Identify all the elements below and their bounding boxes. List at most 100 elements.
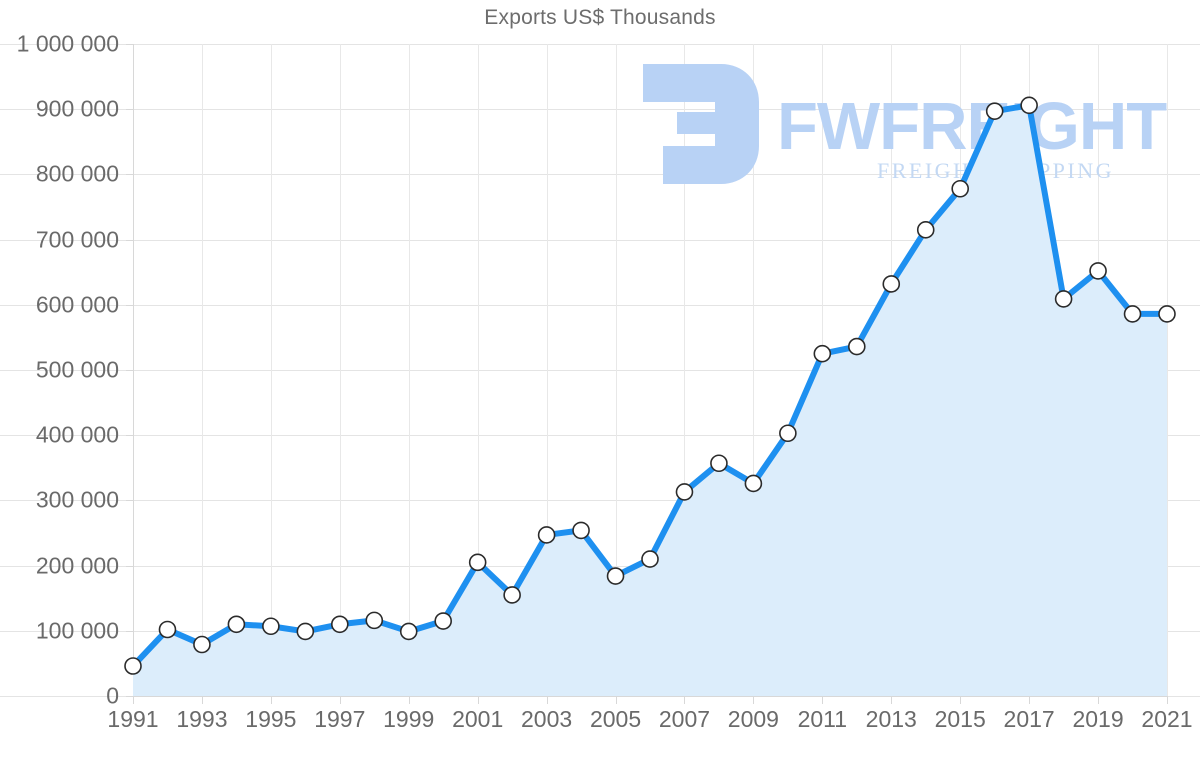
data-point-marker[interactable] <box>847 337 866 356</box>
gridline-horizontal <box>0 109 1200 111</box>
gridline-vertical <box>753 44 755 696</box>
data-point-marker[interactable] <box>503 586 521 604</box>
gridline-horizontal <box>0 500 1200 502</box>
y-axis-tick-label: 500 000 <box>35 356 119 383</box>
data-point-marker[interactable] <box>710 454 728 473</box>
x-axis-tick <box>684 697 686 704</box>
data-point-marker[interactable] <box>675 483 694 501</box>
gridline-vertical <box>201 44 203 696</box>
x-axis-line <box>133 696 1168 697</box>
data-point-marker[interactable] <box>1054 290 1073 308</box>
data-point-marker[interactable] <box>951 179 970 198</box>
gridline-vertical <box>615 44 617 696</box>
y-axis-tick <box>126 630 133 632</box>
data-point-marker[interactable] <box>1089 262 1107 280</box>
x-axis-tick-label: 1991 <box>107 706 159 732</box>
gridline-vertical <box>339 44 341 696</box>
gridline-vertical <box>546 44 548 696</box>
data-point-marker[interactable] <box>124 657 142 675</box>
x-axis-tick <box>753 697 755 704</box>
y-axis-tick <box>126 44 133 45</box>
gridline-horizontal <box>0 44 1200 45</box>
x-axis-tick-label: 1999 <box>383 706 435 732</box>
x-axis-tick <box>960 697 962 704</box>
gridline-vertical <box>270 44 272 696</box>
data-point-marker[interactable] <box>1020 96 1038 115</box>
y-axis-tick <box>126 109 133 111</box>
data-point-marker[interactable] <box>744 474 763 493</box>
x-axis-tick-label: 2007 <box>658 706 711 732</box>
y-axis-tick <box>126 500 133 502</box>
y-axis-tick-label: 800 000 <box>35 160 119 187</box>
data-point-markers <box>124 96 1176 675</box>
y-axis-tick-label: 200 000 <box>35 552 119 579</box>
area-fill <box>133 105 1167 697</box>
data-point-marker[interactable] <box>985 102 1004 120</box>
x-axis-tick <box>822 697 824 704</box>
x-axis-tick-label: 2003 <box>521 706 573 732</box>
x-axis-tick <box>133 697 134 704</box>
gridline-vertical <box>1167 44 1168 696</box>
y-axis-tick-label: 0 <box>106 682 119 709</box>
x-axis-tick <box>1098 697 1100 704</box>
x-axis-tick-label: 2009 <box>727 706 779 732</box>
exports-series <box>124 96 1176 697</box>
gridline-vertical <box>684 44 686 696</box>
x-axis-tick-label: 2017 <box>1003 706 1055 732</box>
data-point-marker[interactable] <box>158 620 177 639</box>
data-point-marker[interactable] <box>882 275 901 293</box>
gridline-horizontal <box>0 174 1200 176</box>
x-axis-tick <box>546 697 548 704</box>
x-axis-tick-label: 2001 <box>452 706 504 732</box>
x-axis-tick <box>1029 697 1031 704</box>
y-axis-tick-label: 400 000 <box>35 421 119 448</box>
x-axis-tick <box>615 697 617 704</box>
data-point-marker[interactable] <box>572 521 590 540</box>
x-axis-tick <box>408 697 410 704</box>
y-axis-tick <box>126 370 133 371</box>
x-axis-tick-label: 2021 <box>1141 706 1193 732</box>
x-axis-tick-label: 2013 <box>865 706 917 732</box>
y-axis-tick-label: 100 000 <box>35 617 119 644</box>
x-axis-tick <box>201 697 203 704</box>
data-point-marker[interactable] <box>434 612 453 630</box>
x-axis-tick <box>891 697 893 704</box>
y-axis-tick-label: 900 000 <box>35 95 119 122</box>
gridline-horizontal <box>0 239 1200 241</box>
y-axis-tick-label: 700 000 <box>35 226 119 253</box>
x-axis-tick-label: 2005 <box>589 706 642 732</box>
data-point-marker[interactable] <box>537 526 556 544</box>
y-axis-line <box>133 44 134 697</box>
y-axis-tick <box>126 174 133 176</box>
x-axis-tick <box>270 697 272 704</box>
gridline-horizontal <box>0 435 1200 437</box>
data-point-marker[interactable] <box>468 553 487 572</box>
data-point-marker[interactable] <box>296 622 315 641</box>
data-point-marker[interactable] <box>606 567 625 585</box>
y-axis-tick <box>126 304 133 306</box>
y-axis-tick-label: 600 000 <box>35 291 119 318</box>
data-point-marker[interactable] <box>779 424 797 443</box>
gridline-horizontal <box>0 304 1200 306</box>
data-point-marker[interactable] <box>399 622 418 641</box>
data-point-marker[interactable] <box>365 611 384 630</box>
data-point-marker[interactable] <box>813 344 832 363</box>
data-point-marker[interactable] <box>227 615 246 634</box>
x-axis-tick-label: 1995 <box>245 706 297 732</box>
data-point-marker[interactable] <box>262 617 280 636</box>
y-axis-tick <box>126 239 133 241</box>
x-axis-tick <box>477 697 479 704</box>
x-axis-tick <box>1167 697 1168 704</box>
data-point-marker[interactable] <box>641 550 659 568</box>
data-point-marker[interactable] <box>1158 305 1176 323</box>
data-point-marker[interactable] <box>331 615 349 634</box>
data-point-marker[interactable] <box>916 221 935 239</box>
y-axis-tick-label: 300 000 <box>35 486 119 513</box>
chart-title: Exports US$ Thousands <box>484 6 716 29</box>
x-axis-tick-label: 2015 <box>934 706 986 732</box>
y-axis-tick-label: 1 000 000 <box>16 30 119 57</box>
gridline-horizontal <box>0 370 1200 371</box>
data-point-marker[interactable] <box>1123 305 1142 323</box>
data-point-marker[interactable] <box>193 635 211 654</box>
